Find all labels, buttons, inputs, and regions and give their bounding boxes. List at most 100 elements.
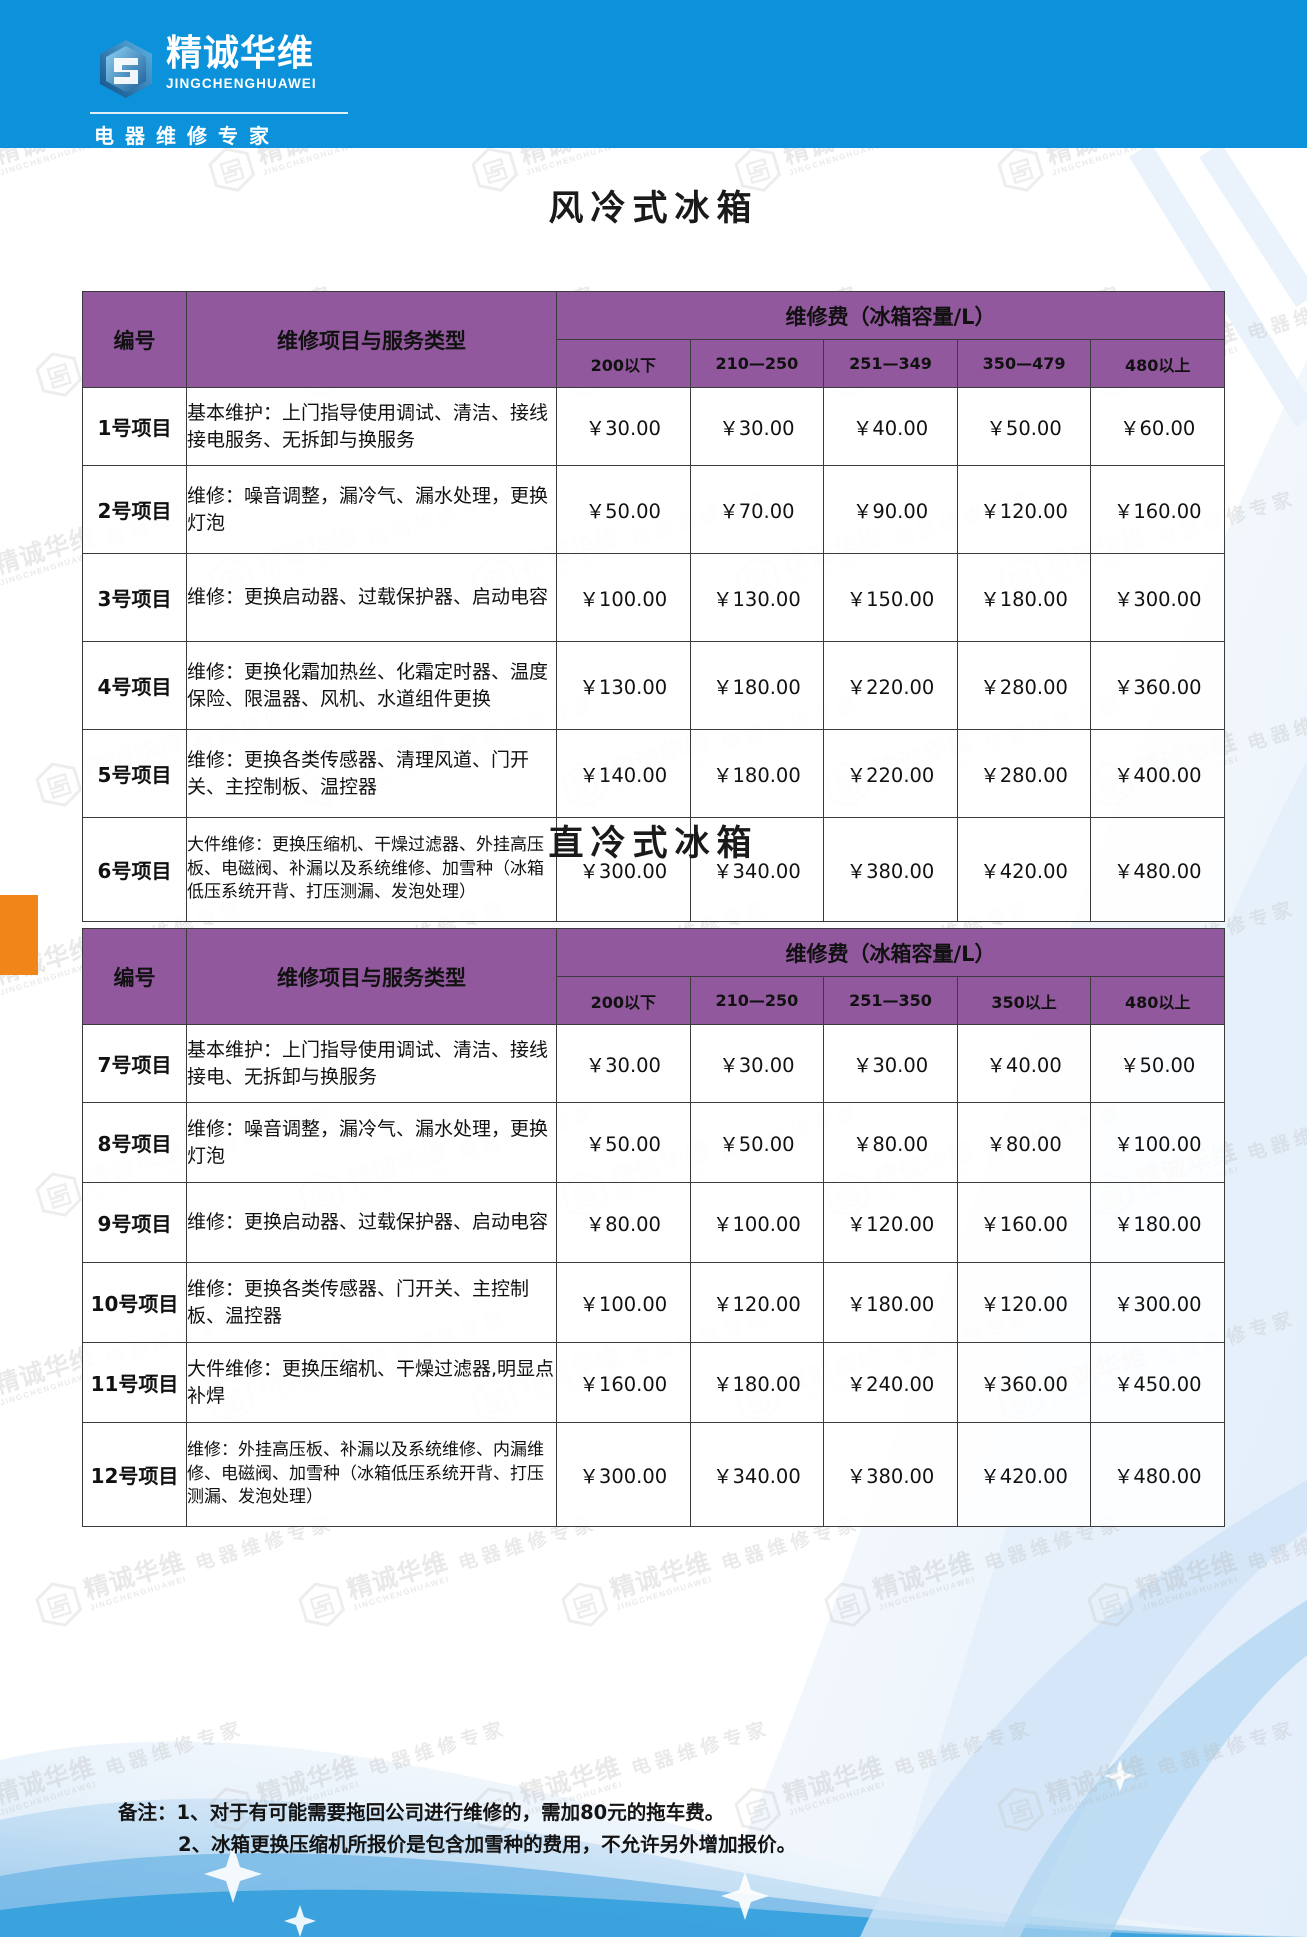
row-price-2: ￥120.00 xyxy=(689,1262,825,1343)
table-row: 11号项目 大件维修：更换压缩机、干燥过滤器,明显点补焊 ￥160.00 ￥180.0… xyxy=(82,1342,1225,1423)
col-header-size-4: 350以上 xyxy=(956,976,1092,1025)
row-price-1: ￥300.00 xyxy=(556,1422,691,1527)
row-price-3: ￥180.00 xyxy=(823,1262,958,1343)
table-row: 10号项目 维修：更换各类传感器、门开关、主控制板、温控器 ￥100.00 ￥120.… xyxy=(82,1262,1225,1343)
row-price-4: ￥360.00 xyxy=(956,1342,1092,1423)
row-price-3: ￥220.00 xyxy=(823,641,958,730)
footer-notes: 备注：1、对于有可能需要拖回公司进行维修的，需加80元的拖车费。 2、冰箱更换压… xyxy=(118,1797,1218,1860)
row-price-1: ￥80.00 xyxy=(556,1182,691,1263)
watermark-logo-icon xyxy=(30,1576,87,1633)
row-price-5: ￥50.00 xyxy=(1090,1024,1225,1103)
section-title-zhileng: 直冷式冰箱 xyxy=(548,824,759,864)
row-price-2: ￥130.00 xyxy=(689,553,825,642)
row-price-4: ￥160.00 xyxy=(956,1182,1092,1263)
row-item-description: 维修：更换各类传感器、门开关、主控制板、温控器 xyxy=(186,1262,557,1343)
row-price-4: ￥40.00 xyxy=(956,1024,1092,1103)
row-price-3: ￥120.00 xyxy=(823,1182,958,1263)
row-number: 1号项目 xyxy=(82,387,187,466)
row-price-5: ￥400.00 xyxy=(1090,729,1225,818)
row-price-4: ￥120.00 xyxy=(956,465,1092,554)
table-row: 8号项目 维修：噪音调整，漏冷气、漏水处理，更换灯泡 ￥50.00 ￥50.00 ￥80… xyxy=(82,1102,1225,1183)
row-number: 7号项目 xyxy=(82,1024,187,1103)
row-price-5: ￥360.00 xyxy=(1090,641,1225,730)
table-row: 3号项目 维修：更换启动器、过载保护器、启动电容 ￥100.00 ￥130.00 ￥15… xyxy=(82,553,1225,642)
col-header-item: 维修项目与服务类型 xyxy=(186,928,557,1025)
col-header-no: 编号 xyxy=(82,928,187,1025)
table-row: 2号项目 维修：噪音调整，漏冷气、漏水处理，更换灯泡 ￥50.00 ￥70.00 ￥90… xyxy=(82,465,1225,554)
row-price-2: ￥100.00 xyxy=(689,1182,825,1263)
col-header-size-5: 480以上 xyxy=(1090,976,1225,1025)
row-price-5: ￥300.00 xyxy=(1090,1262,1225,1343)
row-price-1: ￥100.00 xyxy=(556,553,691,642)
row-price-4: ￥180.00 xyxy=(956,553,1092,642)
col-header-size-1: 200以下 xyxy=(556,976,691,1025)
watermark-tagline: 电器维修专家 xyxy=(1245,692,1307,755)
brand-banner: 精诚华维 JINGCHENGHUAWEI 电器维修专家 xyxy=(0,0,1307,148)
row-price-3: ￥90.00 xyxy=(823,465,958,554)
row-price-5: ￥300.00 xyxy=(1090,553,1225,642)
row-number: 12号项目 xyxy=(82,1422,187,1527)
note-line-1: 备注：1、对于有可能需要拖回公司进行维修的，需加80元的拖车费。 xyxy=(118,1801,725,1824)
row-number: 4号项目 xyxy=(82,641,187,730)
col-header-size-1: 200以下 xyxy=(556,339,691,388)
col-header-size-3: 251—350 xyxy=(823,976,958,1025)
row-item-description: 维修：更换启动器、过载保护器、启动电容 xyxy=(186,553,557,642)
row-price-2: ￥30.00 xyxy=(689,1024,825,1103)
row-number: 5号项目 xyxy=(82,729,187,818)
note-line-2: 2、冰箱更换压缩机所报价是包含加雪种的费用，不允许另外增加报价。 xyxy=(178,1832,797,1856)
col-header-size-2: 210—250 xyxy=(689,976,825,1025)
watermark-tagline: 电器维修专家 xyxy=(103,1717,247,1780)
col-header-no: 编号 xyxy=(82,291,187,388)
table-row: 4号项目 维修：更换化霜加热丝、化霜定时器、温度保险、限温器、风机、水道组件更换 ￥… xyxy=(82,641,1225,730)
col-header-size-2: 210—250 xyxy=(689,339,825,388)
row-price-3: ￥240.00 xyxy=(823,1342,958,1423)
row-price-5: ￥450.00 xyxy=(1090,1342,1225,1423)
table-row: 1号项目 基本维护：上门指导使用调试、清洁、接线接电服务、无拆卸与换服务 ￥30.0… xyxy=(82,387,1225,466)
row-item-description: 维修：更换各类传感器、清理风道、门开关、主控制板、温控器 xyxy=(186,729,557,818)
row-item-description: 维修：更换启动器、过载保护器、启动电容 xyxy=(186,1182,557,1263)
watermark-tagline: 电器维修专家 xyxy=(1245,282,1307,345)
watermark-logo-icon xyxy=(30,756,87,813)
row-number: 8号项目 xyxy=(82,1102,187,1183)
watermark-logo-icon xyxy=(30,346,87,403)
row-price-2: ￥340.00 xyxy=(689,1422,825,1527)
row-price-3: ￥40.00 xyxy=(823,387,958,466)
col-header-fee-group: 维修费（冰箱容量/L） xyxy=(556,291,1225,340)
row-price-1: ￥30.00 xyxy=(556,1024,691,1103)
row-price-1: ￥130.00 xyxy=(556,641,691,730)
watermark-logo-icon xyxy=(819,1576,876,1633)
col-header-fee-group: 维修费（冰箱容量/L） xyxy=(556,928,1225,977)
watermark-logo-icon xyxy=(556,1576,613,1633)
col-header-size-3: 251—349 xyxy=(823,339,958,388)
row-price-1: ￥100.00 xyxy=(556,1262,691,1343)
table-row: 9号项目 维修：更换启动器、过载保护器、启动电容 ￥80.00 ￥100.00 ￥120… xyxy=(82,1182,1225,1263)
row-item-description: 维修：外挂高压板、补漏以及系统维修、内漏维修、电磁阀、加雪种（冰箱低压系统开背、… xyxy=(186,1422,557,1527)
row-item-description: 维修：噪音调整，漏冷气、漏水处理，更换灯泡 xyxy=(186,1102,557,1183)
watermark-tagline: 电器维修专家 xyxy=(1155,1717,1299,1780)
row-price-4: ￥50.00 xyxy=(956,387,1092,466)
watermark-tagline: 电器维修专家 xyxy=(366,1717,510,1780)
hexagon-logo-icon xyxy=(96,38,156,100)
watermark-tagline: 电器维修专家 xyxy=(892,1717,1036,1780)
row-price-4: ￥420.00 xyxy=(956,1422,1092,1527)
row-item-description: 基本维护：上门指导使用调试、清洁、接线接电服务、无拆卸与换服务 xyxy=(186,387,557,466)
watermark-tagline: 电器维修专家 xyxy=(1245,1512,1307,1575)
col-header-size-4: 350—479 xyxy=(956,339,1092,388)
row-price-4: ￥280.00 xyxy=(956,729,1092,818)
row-price-2: ￥30.00 xyxy=(689,387,825,466)
row-number: 11号项目 xyxy=(82,1342,187,1423)
row-item-description: 基本维护：上门指导使用调试、清洁、接线接电、无拆卸与换服务 xyxy=(186,1024,557,1103)
row-price-4: ￥80.00 xyxy=(956,1102,1092,1183)
watermark-tagline: 电器维修专家 xyxy=(629,1717,773,1780)
table-row: 7号项目 基本维护：上门指导使用调试、清洁、接线接电、无拆卸与换服务 ￥30.00 ￥… xyxy=(82,1024,1225,1103)
row-price-3: ￥30.00 xyxy=(823,1024,958,1103)
brand-name-cn: 精诚华维 xyxy=(166,33,315,74)
col-header-item: 维修项目与服务类型 xyxy=(186,291,557,388)
